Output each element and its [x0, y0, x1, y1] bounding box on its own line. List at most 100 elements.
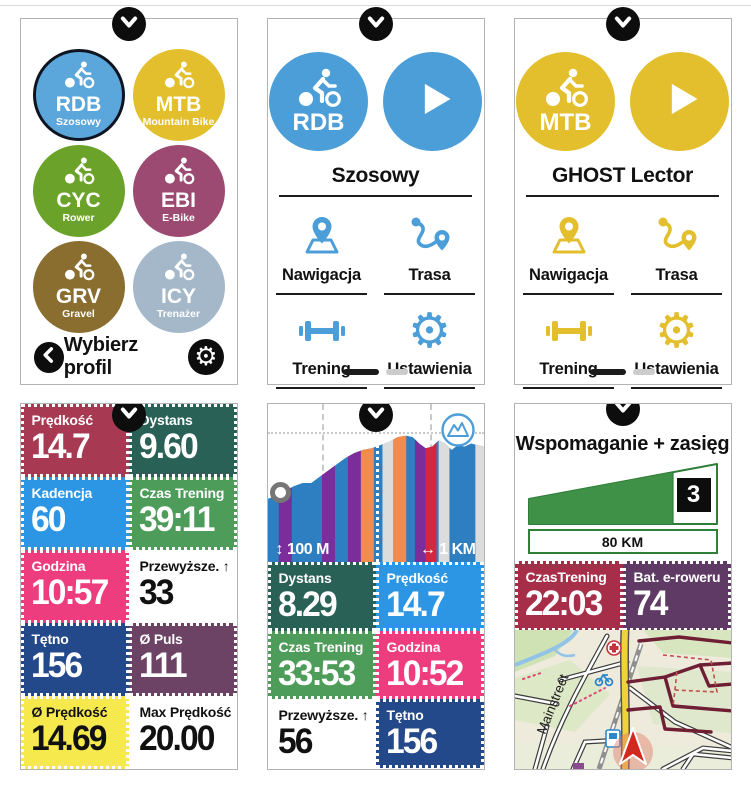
profile-rdb[interactable]: RDB Szosowy: [32, 49, 125, 141]
profile-name: Gravel: [62, 308, 95, 321]
data-tile: Kadencja 60: [20, 477, 129, 550]
page-dot: [633, 369, 655, 375]
screen-ebike-assist: Wspomaganie + zasięg 3 80 KM CzasTrening…: [513, 403, 732, 770]
back-button[interactable]: [33, 341, 64, 373]
profile-grv[interactable]: GRV Gravel: [32, 241, 125, 333]
collapse-button[interactable]: [111, 403, 146, 433]
menu-item-ustawienia[interactable]: ⚙ Ustawienia: [623, 295, 731, 389]
divider: [275, 293, 368, 295]
menu-item-trasa[interactable]: Trasa: [376, 201, 484, 295]
cyclist-icon: [62, 61, 96, 94]
divider: [630, 293, 723, 295]
screens-grid: RDB Szosowy MTB Mountain Bike CYC Rower …: [19, 7, 732, 770]
tile-label: Kadencja: [31, 485, 93, 501]
data-tile-grid: Dystans 8.29 Prędkość 14.7 Czas Trening 33:53…: [267, 562, 484, 768]
collapse-button[interactable]: [111, 7, 146, 42]
cyclist-icon: [542, 68, 590, 113]
data-tile: Max Prędkość 20.00: [128, 696, 237, 769]
active-profile-button[interactable]: MTB: [516, 52, 615, 151]
menu-label: Trasa: [408, 266, 451, 284]
tile-value: 14.7: [385, 585, 446, 624]
profile-ebi[interactable]: EBI E-Bike: [132, 145, 225, 237]
chevron-down-icon: [114, 7, 144, 42]
active-profile-button[interactable]: RDB: [269, 52, 368, 151]
cyclist-icon: [295, 68, 343, 113]
assist-level-badge: 3: [676, 478, 711, 512]
chevron-down-icon: [114, 403, 144, 433]
home-menu: Nawigacja Trasa Trening ⚙ Ustawienia: [515, 201, 731, 389]
divider: [522, 387, 615, 389]
tile-value: 14.7: [30, 427, 91, 466]
tile-value: 74: [632, 584, 668, 623]
data-tile: Ø Puls 111: [128, 623, 237, 696]
collapse-button[interactable]: [605, 7, 640, 41]
tile-value: 33: [138, 573, 174, 612]
menu-item-nawigacja[interactable]: Nawigacja: [515, 201, 623, 295]
start-button[interactable]: [383, 52, 482, 151]
collapse-button[interactable]: [605, 404, 640, 426]
tile-value: 33:53: [277, 653, 356, 693]
collapse-button[interactable]: [358, 7, 393, 41]
profile-list: RDB Szosowy MTB Mountain Bike CYC Rower …: [21, 19, 237, 333]
tile-label: Prędkość: [386, 570, 449, 586]
divider: [630, 387, 723, 389]
tile-label: Godzina: [31, 558, 86, 574]
range-value: 80 KM: [527, 529, 718, 554]
page-title: Wybierz profil: [63, 334, 139, 379]
chevron-left-icon: [36, 342, 62, 373]
cyclist-icon: [162, 157, 196, 190]
tile-value: 10:52: [385, 653, 464, 693]
center-gridline: [375, 404, 379, 562]
tile-label: Max Prędkość: [139, 704, 232, 720]
assist-title: Wspomaganie + zasięg: [515, 433, 730, 455]
tile-value: 14.69: [30, 719, 107, 758]
menu-item-trening[interactable]: Trening: [268, 295, 376, 389]
divider: [279, 195, 472, 197]
settings-button[interactable]: ⚙: [188, 339, 224, 375]
play-icon: [405, 71, 461, 132]
vertical-scale-label: ↕ 100 M: [275, 541, 330, 558]
tile-label: Dystans: [139, 412, 193, 428]
menu-item-nawigacja[interactable]: Nawigacja: [268, 201, 376, 295]
data-tile: Prędkość 14.7: [20, 404, 129, 477]
profile-code: GRV: [55, 285, 102, 309]
profile-title: GHOST Lector: [551, 164, 694, 187]
menu-item-trasa[interactable]: Trasa: [623, 201, 731, 295]
divider: [522, 293, 615, 295]
mountain-icon[interactable]: [440, 412, 476, 453]
gear-icon: ⚙: [654, 303, 699, 359]
page-dot-active: [343, 369, 379, 375]
profile-code: RDB: [292, 109, 345, 136]
menu-item-trening[interactable]: Trening: [515, 295, 623, 389]
collapse-button[interactable]: [358, 404, 393, 432]
tile-value: 156: [30, 646, 83, 685]
tile-label: Ø Prędkość: [31, 704, 108, 720]
tile-value: 20.00: [138, 719, 215, 758]
assist-range-graphic: 3: [527, 463, 718, 525]
tile-label: Tętno: [386, 707, 424, 724]
cyclist-icon: [162, 61, 196, 94]
profile-code: MTB: [539, 109, 592, 136]
tile-value: 9.60: [138, 427, 199, 466]
cyclist-icon: [62, 157, 96, 190]
tile-value: 10:57: [30, 573, 109, 612]
menu-item-ustawienia[interactable]: ⚙ Ustawienia: [376, 295, 484, 389]
tile-value: 56: [277, 722, 313, 762]
profile-mtb[interactable]: MTB Mountain Bike: [132, 49, 225, 141]
tile-label: Czas Trening: [278, 638, 364, 655]
profile-cyc[interactable]: CYC Rower: [32, 145, 125, 237]
tile-label: Bat. e-roweru: [633, 569, 721, 585]
profile-code: EBI: [160, 189, 196, 213]
profile-title: Szosowy: [331, 164, 420, 187]
start-button[interactable]: [630, 52, 729, 151]
profile-code: MTB: [155, 93, 202, 117]
page-dot: [386, 369, 408, 375]
footer-bar: Wybierz profil ⚙: [21, 334, 237, 379]
data-tile: Ø Prędkość 14.69: [20, 696, 129, 769]
data-tile-grid: Prędkość 14.7 Dystans 9.60 Kadencja 60 Czas Tr…: [20, 404, 237, 769]
dumbbell-icon: [545, 306, 593, 356]
profile-icy[interactable]: ICY Trenażer: [132, 241, 225, 333]
data-tile: Czas Trening 33:53: [267, 630, 376, 700]
tile-label: Przewyższe. ↑: [139, 558, 230, 574]
